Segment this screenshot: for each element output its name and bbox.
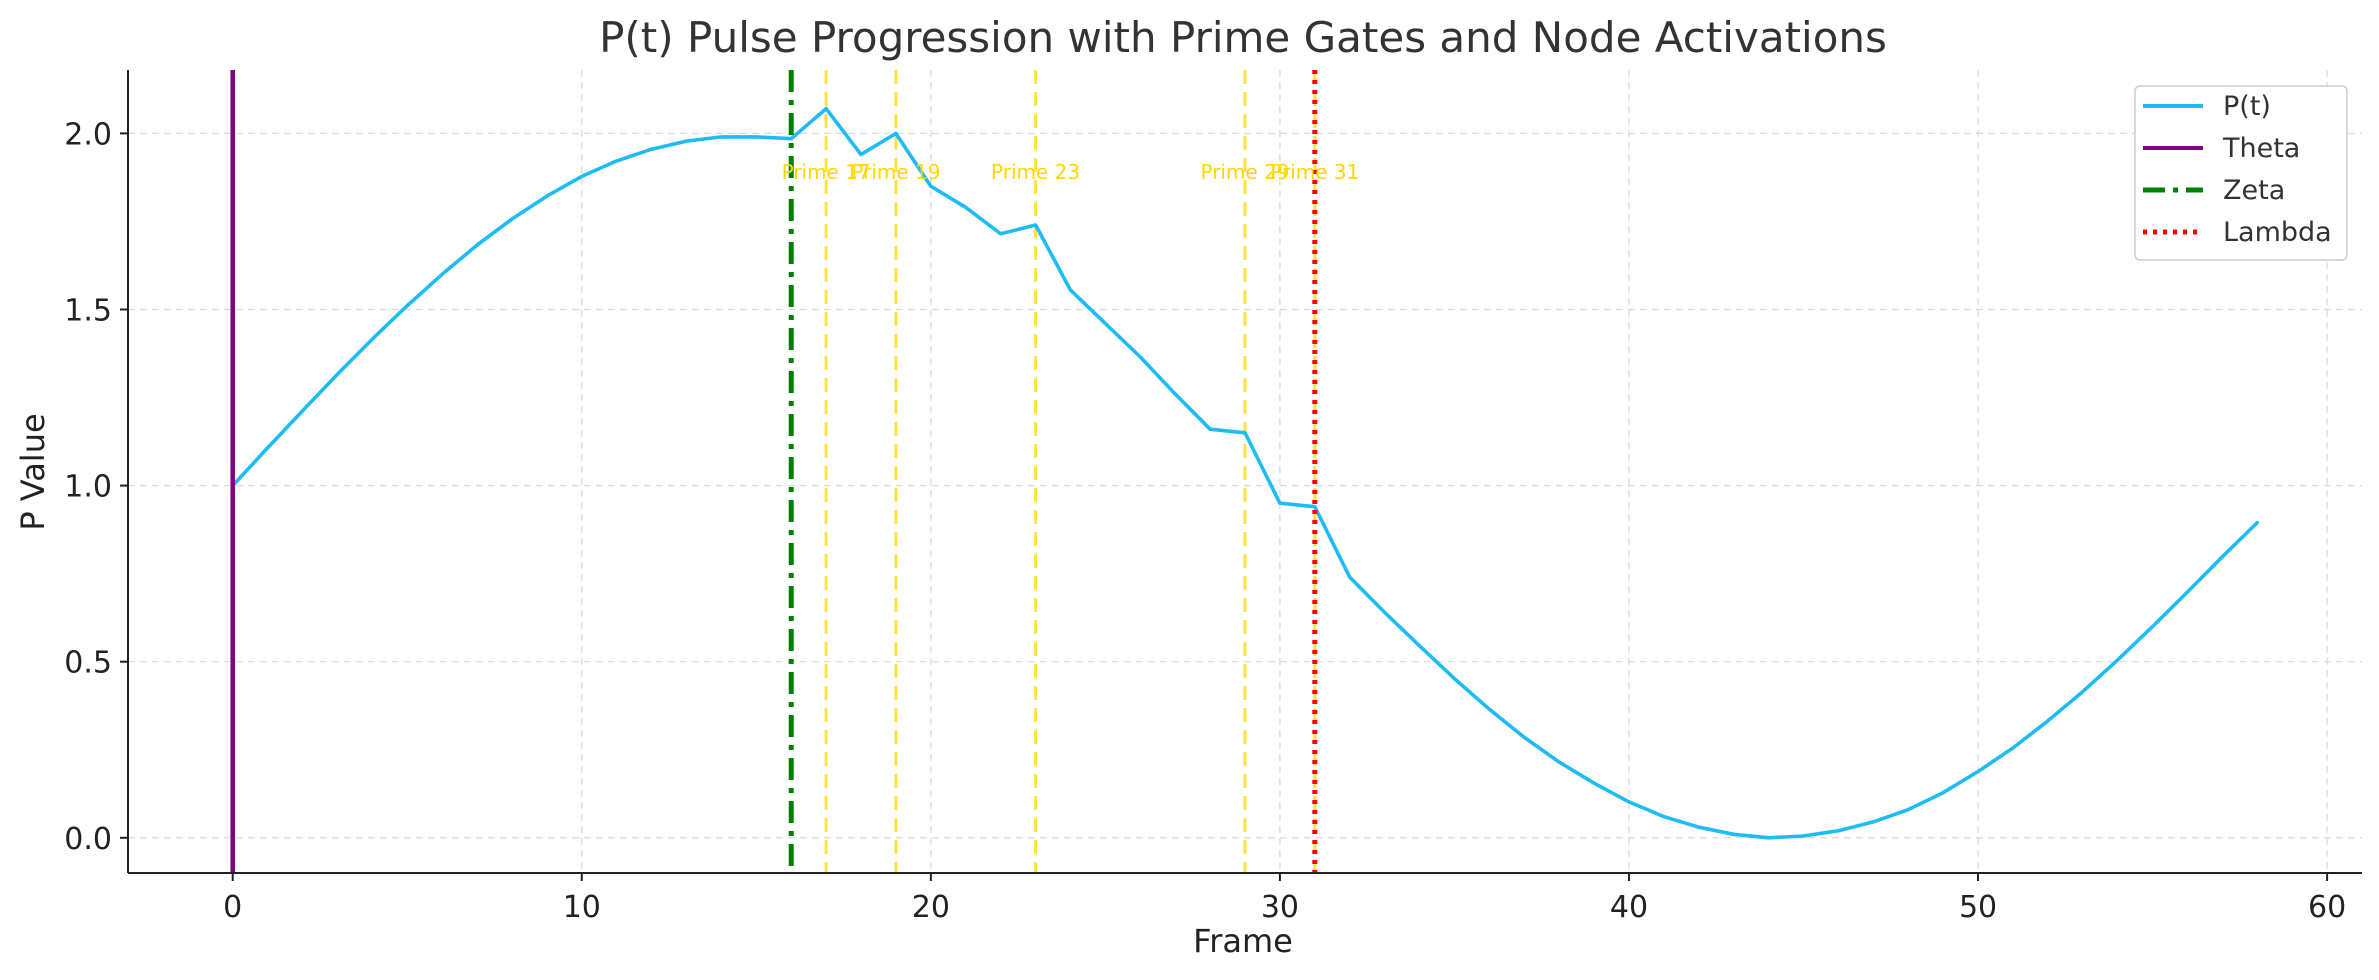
legend-label: Lambda	[2223, 217, 2332, 248]
prime-gate-label: Prime 19	[851, 160, 940, 184]
prime-gate-label: Prime 23	[991, 160, 1080, 184]
legend-box	[2134, 85, 2348, 261]
prime-gate-label: Prime 29	[1200, 160, 1289, 184]
x-tick-label: 30	[1261, 890, 1299, 925]
legend-label: Zeta	[2223, 175, 2285, 206]
legend: P(t) Theta Zeta Lambda	[2134, 85, 2348, 261]
x-tick-label: 60	[2308, 890, 2346, 925]
legend-label: P(t)	[2223, 91, 2271, 122]
prime-gate-label: Prime 31	[1270, 160, 1359, 184]
grid	[128, 70, 2362, 873]
y-tick-label: 2.0	[64, 117, 112, 152]
node-activation-lines	[230, 70, 1318, 873]
prime-gate-label: Prime 17	[782, 160, 871, 184]
y-tick-label: 0.5	[64, 646, 112, 681]
y-tick-label: 0.0	[64, 822, 112, 857]
axes	[127, 70, 2362, 874]
ticks: 0 10 20 30 40 50 60 0.0 0.5 1.0 1.5 2.0	[64, 117, 2346, 925]
x-axis-label: Frame	[1193, 922, 1293, 960]
x-tick-label: 20	[912, 890, 950, 925]
prime-gates	[824, 70, 1317, 873]
x-tick-label: 0	[223, 890, 242, 925]
y-axis-label: P Value	[14, 413, 52, 530]
legend-label: Theta	[2222, 133, 2300, 164]
x-tick-label: 40	[1610, 890, 1648, 925]
y-tick-label: 1.0	[64, 470, 112, 505]
series	[230, 106, 2260, 840]
chart-title: P(t) Pulse Progression with Prime Gates …	[599, 13, 1887, 62]
y-tick-label: 1.5	[64, 293, 112, 328]
x-tick-label: 10	[563, 890, 601, 925]
series-line-pt	[230, 106, 2260, 840]
x-tick-label: 50	[1959, 890, 1997, 925]
